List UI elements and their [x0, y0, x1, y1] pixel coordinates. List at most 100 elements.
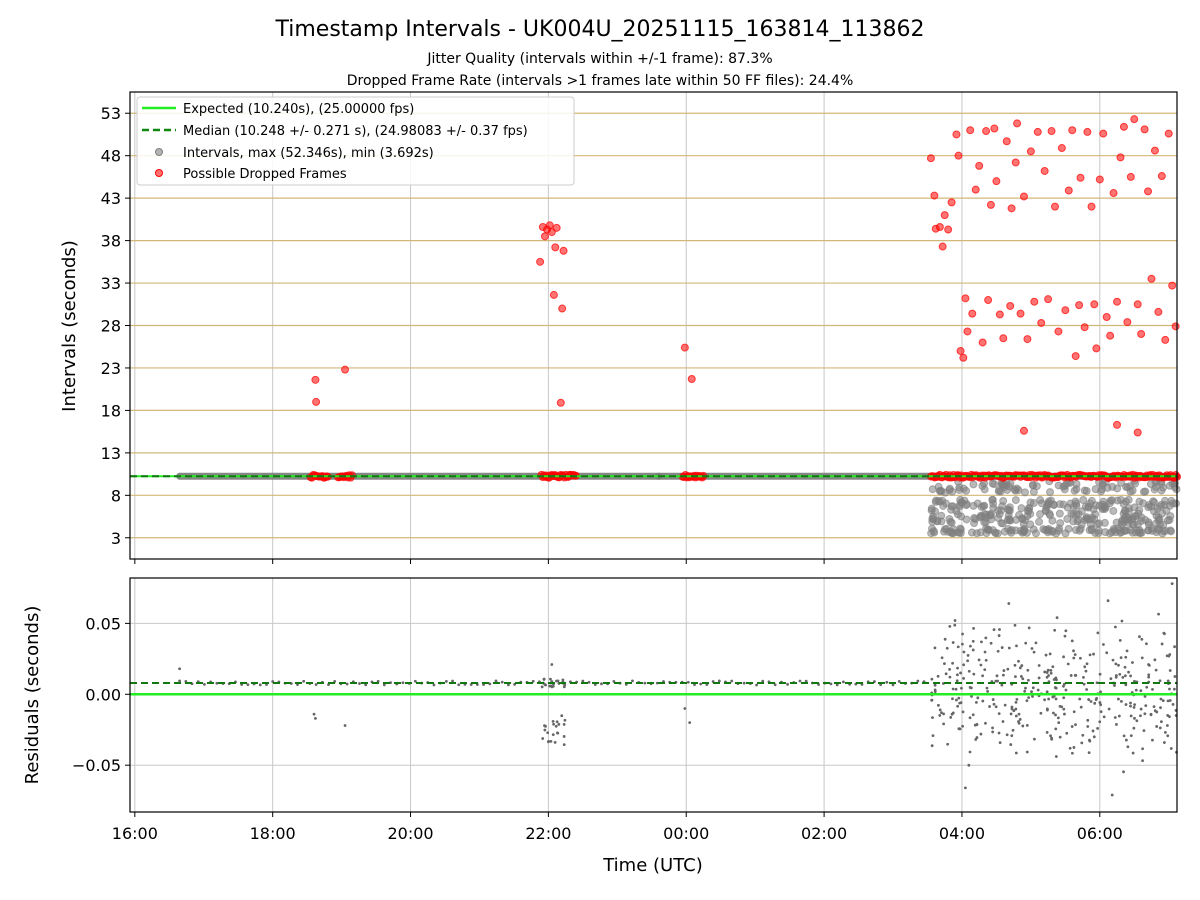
residual-point — [1140, 656, 1144, 660]
residual-point — [314, 683, 318, 686]
residual-point — [1009, 712, 1013, 716]
dropped-frame-point — [926, 154, 935, 163]
interval-point — [1055, 500, 1064, 509]
residual-point — [970, 695, 973, 698]
dropped-frame-point — [1083, 127, 1092, 136]
residual-point — [961, 632, 964, 636]
residual-point — [1068, 746, 1072, 750]
residual-point — [938, 714, 942, 717]
residual-point — [1102, 643, 1105, 646]
residual-point — [1062, 696, 1066, 700]
residual-point — [761, 679, 765, 683]
residual-point — [891, 683, 895, 687]
dropped-frame-point — [1075, 301, 1084, 310]
interval-point — [1144, 526, 1153, 535]
chart-subtitle-dropped: Dropped Frame Rate (intervals >1 frames … — [347, 73, 854, 89]
residual-point — [1056, 716, 1060, 720]
residual-point — [1129, 701, 1132, 705]
residual-point — [1073, 673, 1077, 677]
residual-point — [1006, 667, 1010, 671]
residual-point — [1114, 675, 1118, 679]
dropped-frame-point — [1154, 307, 1163, 316]
residual-point — [1133, 679, 1136, 683]
interval-point — [1091, 501, 1100, 510]
interval-point — [1029, 487, 1038, 496]
interval-point — [1131, 528, 1140, 537]
residual-point — [960, 686, 963, 690]
residuals-y-tick-label: −0.05 — [72, 756, 121, 775]
residual-point — [1138, 635, 1141, 639]
residual-point — [1064, 629, 1068, 633]
residual-point — [562, 723, 566, 726]
dropped-frame-point — [935, 223, 944, 232]
residual-point — [1018, 718, 1022, 721]
intervals-y-tick-label: 43 — [101, 189, 121, 208]
interval-point — [1097, 485, 1106, 494]
interval-point — [1074, 510, 1083, 519]
residual-point — [1025, 724, 1029, 727]
residual-point — [1000, 646, 1004, 649]
residual-point — [1031, 695, 1034, 698]
intervals-y-tick-label: 48 — [101, 147, 121, 166]
dropped-frame-point — [1140, 125, 1149, 134]
dropped-frame-point — [556, 398, 565, 407]
residual-point — [1131, 751, 1135, 755]
interval-point — [1020, 488, 1029, 497]
residual-point — [1168, 653, 1172, 656]
residual-point — [742, 681, 746, 685]
dropped-frame-point — [952, 130, 961, 139]
dropped-frame-point — [1116, 153, 1125, 162]
intervals-y-tick-label: 13 — [101, 444, 121, 463]
intervals-y-tick-label: 18 — [101, 401, 121, 420]
residual-point — [1053, 686, 1057, 689]
residual-point — [382, 683, 386, 687]
residual-point — [1013, 623, 1017, 627]
interval-point — [1017, 504, 1026, 513]
interval-point — [999, 496, 1008, 505]
residual-point — [1113, 684, 1116, 687]
interval-point — [1029, 499, 1038, 508]
residual-point — [798, 679, 802, 683]
residual-point — [1123, 674, 1127, 678]
dropped-frame-point — [1147, 274, 1156, 283]
dropped-frame-point — [540, 232, 549, 241]
dropped-frame-point — [1006, 301, 1015, 310]
residual-point — [1122, 770, 1125, 774]
residual-point — [1173, 675, 1177, 678]
residual-point — [413, 679, 417, 683]
dropped-frame-point — [1030, 297, 1039, 306]
interval-point — [1165, 481, 1174, 490]
residual-point — [553, 740, 557, 744]
residual-point — [1039, 711, 1043, 715]
residual-point — [1141, 747, 1144, 751]
residual-point — [1141, 759, 1145, 763]
residual-point — [1082, 675, 1085, 679]
residual-point — [432, 683, 436, 687]
residuals-x-tick-label: 18:00 — [250, 824, 296, 843]
residual-point — [1043, 698, 1046, 702]
interval-point — [930, 507, 939, 516]
interval-point — [937, 487, 946, 496]
residual-point — [494, 679, 498, 683]
interval-point — [1018, 515, 1027, 524]
residual-point — [979, 732, 983, 736]
residual-point — [936, 674, 940, 678]
residual-point — [940, 656, 944, 660]
interval-point — [947, 518, 956, 527]
residual-point — [1087, 751, 1091, 754]
residual-point — [1129, 734, 1133, 738]
residual-point — [1098, 701, 1102, 704]
dropped-frame-point — [971, 185, 980, 194]
residuals-y-tick-label: 0.05 — [85, 614, 121, 633]
dropped-frame-point — [1054, 327, 1063, 336]
residual-point — [1139, 707, 1143, 711]
residual-point — [981, 674, 985, 678]
interval-point — [1100, 518, 1109, 527]
dropped-frame-point — [1095, 175, 1104, 184]
residual-point — [955, 698, 958, 702]
residual-point — [1049, 668, 1053, 672]
interval-point — [1029, 481, 1038, 490]
residual-point — [557, 722, 561, 726]
residual-point — [401, 681, 405, 685]
dropped-frame-point — [536, 257, 545, 266]
